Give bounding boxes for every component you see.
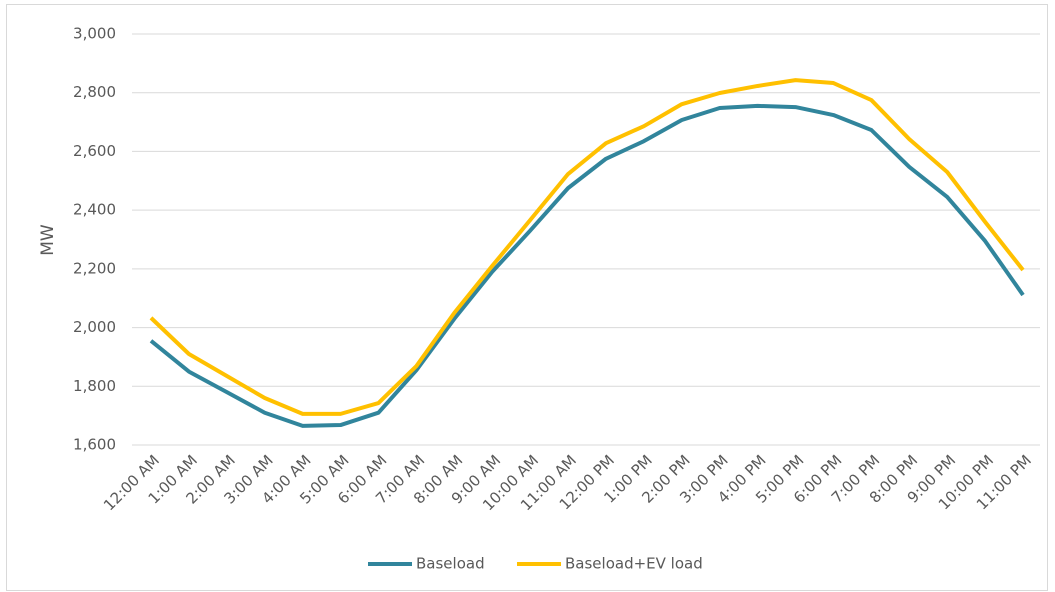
y-tick-label: 2,800 <box>73 83 116 101</box>
y-tick-label: 3,000 <box>73 25 116 43</box>
y-tick-label: 2,600 <box>73 142 116 160</box>
y-tick-label: 2,200 <box>73 259 116 277</box>
legend-label: Baseload <box>416 555 485 573</box>
legend-label: Baseload+EV load <box>565 555 703 573</box>
line-series <box>149 78 1025 416</box>
y-tick-label: 2,400 <box>73 201 116 219</box>
y-tick-label: 1,800 <box>73 377 116 395</box>
y-tick-label: 2,000 <box>73 318 116 336</box>
y-tick-label: 1,600 <box>73 436 116 454</box>
y-axis-label: MW <box>38 224 58 256</box>
line-series <box>149 103 1025 428</box>
